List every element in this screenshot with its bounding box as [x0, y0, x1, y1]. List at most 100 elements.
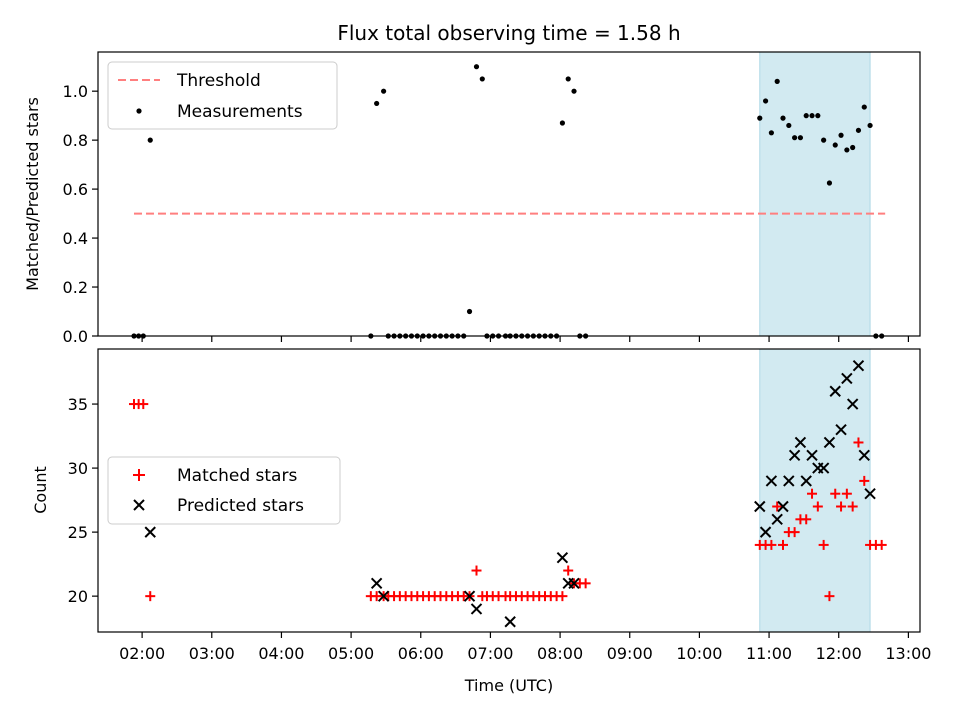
measurement-point — [832, 142, 838, 148]
x-tick-label: 13:00 — [885, 644, 931, 663]
y-tick-label: 0.2 — [63, 278, 88, 297]
bottom-x-ticks: 02:00 03:00 04:00 05:00 06:00 07:00 08:00 09:00… — [119, 632, 931, 663]
matched-star-marker — [847, 501, 858, 512]
measurement-point — [381, 88, 387, 94]
predicted-star-marker — [864, 487, 876, 500]
matched-star-marker — [563, 565, 574, 576]
x-tick-label: 07:00 — [467, 644, 513, 663]
measurement-point — [861, 104, 867, 110]
measurement-point — [844, 147, 850, 153]
legend-predicted-swatch — [133, 499, 145, 511]
y-tick-label: 0.4 — [63, 229, 88, 248]
ratio-panel: 0.0 0.2 0.4 0.6 0.8 1.0 Matched/Predicted sta… — [23, 51, 921, 346]
measurement-point — [780, 115, 786, 121]
observing-window-shading — [759, 51, 871, 337]
predicted-star-marker — [754, 500, 766, 513]
measurement-point — [479, 76, 485, 82]
measurement-point — [147, 137, 153, 143]
measurement-point — [774, 78, 780, 84]
top-axes-frame — [97, 51, 921, 337]
measurement-point — [473, 64, 480, 70]
matched-star-marker — [824, 591, 835, 602]
y-tick-label: 0.6 — [63, 180, 88, 199]
x-tick-label: 08:00 — [537, 644, 583, 663]
measurement-point — [826, 180, 833, 186]
measurement-point — [757, 115, 763, 121]
bottom-legend-frame — [107, 456, 341, 525]
predicted-star-marker — [852, 359, 865, 372]
measurement-point — [792, 135, 798, 141]
matched-star-marker — [766, 539, 777, 550]
matched-star-marker — [580, 578, 591, 589]
y-tick-label: 0.8 — [63, 131, 88, 150]
predicted-star-marker — [841, 372, 853, 385]
matched-star-marker — [812, 501, 823, 512]
observing-window-shading-bottom — [759, 348, 871, 633]
predicted-star-marker — [794, 436, 807, 449]
measurement-point — [565, 76, 571, 82]
measurement-point — [559, 120, 566, 126]
predicted-star-marker — [817, 462, 830, 474]
legend-measurements-swatch — [136, 108, 142, 114]
matched-star-marker — [801, 514, 812, 525]
predicted-star-marker — [568, 577, 580, 590]
matched-star-marker — [789, 527, 800, 538]
matched-star-marker — [807, 488, 818, 499]
predicted-star-marker — [858, 449, 870, 461]
measurement-point — [466, 308, 473, 315]
predicted-star-marker — [504, 616, 516, 628]
measurement-point — [821, 137, 827, 143]
y-tick-label: 0.0 — [63, 327, 88, 346]
measurement-point — [571, 88, 577, 94]
matched-star-marker — [876, 539, 887, 550]
measurement-point — [838, 132, 844, 138]
predicted-star-marker — [144, 526, 156, 538]
matched-star-marker — [853, 437, 864, 448]
top-y-ticks: 0.0 0.2 0.4 0.6 0.8 1.0 — [63, 82, 98, 346]
top-legend-frame — [107, 61, 338, 130]
matched-star-marker — [818, 539, 829, 550]
x-tick-label: 02:00 — [119, 644, 165, 663]
top-legend: Threshold Measurements — [107, 61, 338, 130]
matched-star-marker — [836, 501, 847, 512]
measurement-point — [797, 135, 804, 141]
x-tick-label: 11:00 — [746, 644, 792, 663]
measurement-point — [809, 113, 815, 119]
shaded-interval — [759, 51, 871, 337]
x-tick-label: 09:00 — [607, 644, 653, 663]
y-tick-label: 25 — [68, 523, 88, 542]
x-tick-label: 12:00 — [816, 644, 862, 663]
matched-star-marker — [830, 488, 841, 499]
y-tick-label: 20 — [68, 587, 88, 606]
predicted-star-marker — [788, 449, 801, 461]
measurement-point — [786, 122, 792, 129]
matched-star-marker — [145, 591, 156, 602]
matched-stars-points — [128, 399, 887, 602]
y-tick-label: 35 — [68, 395, 88, 414]
measurement-point — [867, 122, 873, 129]
matched-star-marker — [557, 591, 568, 602]
bottom-legend: Matched stars Predicted stars — [107, 456, 341, 525]
x-tick-label: 10:00 — [676, 644, 722, 663]
predicted-star-marker — [806, 449, 818, 461]
predicted-star-marker — [759, 526, 772, 538]
measurement-point — [374, 100, 380, 107]
predicted-star-marker — [783, 475, 795, 487]
matched-star-marker — [841, 488, 852, 499]
measurement-point — [815, 113, 821, 119]
x-tick-label: 06:00 — [398, 644, 444, 663]
legend-predicted-label: Predicted stars — [177, 496, 304, 516]
top-x-ticks — [141, 336, 909, 342]
predicted-star-marker — [777, 500, 789, 513]
x-tick-label: 04:00 — [258, 644, 304, 663]
shaded-interval — [759, 348, 871, 633]
predicted-stars-points — [144, 359, 876, 628]
predicted-star-marker — [370, 577, 383, 590]
measurement-point — [855, 127, 862, 133]
predicted-star-marker — [771, 513, 783, 526]
top-y-axis-label: Matched/Predicted stars — [23, 97, 42, 291]
predicted-star-marker — [846, 398, 859, 410]
y-tick-label: 30 — [68, 459, 88, 478]
